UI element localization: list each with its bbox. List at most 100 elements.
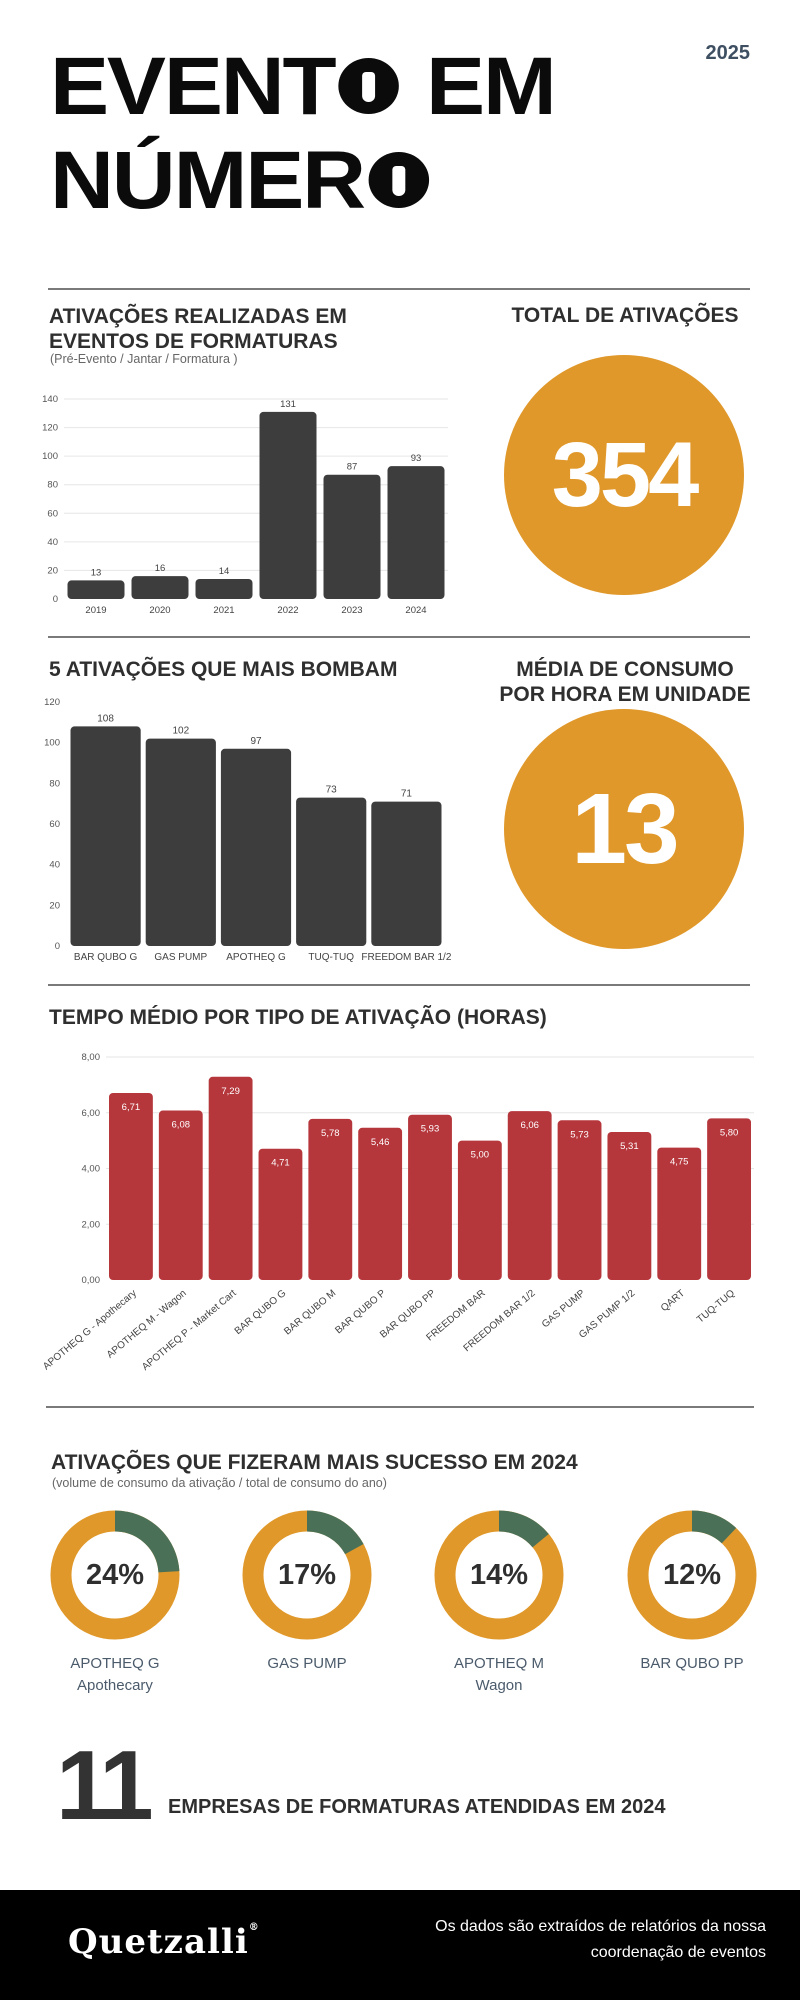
donut-slice-share	[434, 1510, 564, 1640]
consumption-circle: 13	[504, 709, 744, 949]
bar	[70, 726, 141, 946]
donut-label: APOTHEQ M Wagon	[419, 1653, 579, 1697]
donut-label-line-1: APOTHEQ M	[453, 1655, 544, 1672]
x-tick-label: 2023	[341, 605, 362, 616]
y-tick-label: 20	[49, 900, 60, 911]
top5-activations-chart: 0 20 40 60 80 100 120 108 BAR QUBO G 102 GAS PUMP 9…	[44, 697, 452, 963]
bar-value-label: 108	[97, 713, 114, 724]
y-tick-label: 100	[42, 451, 58, 462]
bar-value-label: 13	[91, 567, 102, 578]
activations-subtitle: (Pré-Evento / Jantar / Formatura )	[50, 352, 238, 366]
bar-value-label: 93	[411, 453, 422, 464]
x-tick-label: 2019	[85, 605, 106, 616]
x-tick-label: BAR QUBO P	[333, 1288, 388, 1337]
bar	[220, 748, 292, 946]
divider	[48, 636, 750, 638]
bar	[408, 1114, 452, 1280]
total-activations-title: TOTAL DE ATIVAÇÕES	[511, 304, 739, 327]
total-activations-value: 354	[551, 423, 699, 526]
success-donut: 14%	[434, 1510, 564, 1640]
y-tick-label: 4,00	[82, 1164, 101, 1175]
total-activations-circle: 354	[504, 355, 744, 595]
bar	[131, 576, 189, 599]
bar	[109, 1092, 153, 1280]
donut-label-line-1: GAS PUMP	[267, 1655, 347, 1672]
y-tick-label: 0	[53, 594, 58, 605]
bar	[358, 1127, 403, 1280]
x-tick-label: BAR QUBO M	[282, 1288, 338, 1338]
success-donut: 17%	[242, 1510, 372, 1640]
x-tick-label: 2020	[149, 605, 170, 616]
footer: Quetzalli® Os dados são extraídos de rel…	[0, 1890, 800, 2000]
divider	[48, 984, 750, 986]
bar	[145, 738, 216, 946]
success-subtitle: (volume de consumo da ativação / total d…	[52, 1476, 387, 1490]
donut-percentage: 24%	[85, 1558, 145, 1591]
brand-logo: Quetzalli®	[68, 1922, 260, 1962]
divider	[46, 1406, 754, 1408]
time-per-activation-chart: 0,00 2,00 4,00 6,00 8,00 6,71 APOTHEQ G - Apot…	[41, 1052, 754, 1373]
consumption-title-line-2: POR HORA EM UNIDADE	[499, 683, 751, 707]
bar	[208, 1076, 253, 1280]
companies-count: 11	[56, 1730, 154, 1840]
bar	[557, 1120, 602, 1280]
y-tick-label: 20	[47, 565, 58, 576]
activations-title: ATIVAÇÕES REALIZADAS EM EVENTOS DE FORMA…	[49, 304, 347, 354]
footer-note-line-1: Os dados são extraídos de relatórios da …	[435, 1918, 766, 1935]
bar-value-label: 5,00	[471, 1150, 490, 1161]
companies-label: EMPRESAS DE FORMATURAS ATENDIDAS EM 2024	[168, 1796, 666, 1818]
donut-label-line-2: Wagon	[475, 1676, 523, 1694]
bar	[67, 580, 125, 599]
bar-value-label: 5,46	[371, 1137, 390, 1148]
bar	[158, 1110, 203, 1280]
success-donut: 12%	[627, 1510, 757, 1640]
bar-value-label: 5,78	[321, 1128, 340, 1139]
bar	[296, 797, 367, 946]
bar	[507, 1111, 552, 1280]
success-donut: 24%	[50, 1510, 180, 1640]
donut-label: GAS PUMP	[227, 1653, 387, 1675]
donut-label-line-1: APOTHEQ G	[70, 1655, 160, 1672]
y-tick-label: 80	[49, 778, 60, 789]
donut-chart	[434, 1510, 564, 1640]
footer-note-line-2: coordenação de eventos	[590, 1944, 766, 1962]
page-title-line-2: NÚMER	[50, 140, 433, 222]
page-title-part-event: EVENT	[50, 41, 337, 132]
bar-value-label: 102	[172, 726, 189, 737]
bar	[607, 1131, 652, 1280]
footer-note: Os dados são extraídos de relatórios da …	[346, 1914, 766, 1967]
consumption-title: MÉDIA DE CONSUMO POR HORA EM UNIDADE	[490, 657, 760, 707]
donut-label: BAR QUBO PP	[612, 1653, 772, 1675]
bar-value-label: 6,71	[122, 1102, 141, 1113]
bar	[657, 1147, 702, 1280]
bar-value-label: 4,75	[670, 1157, 689, 1168]
y-tick-label: 0	[55, 941, 60, 952]
x-tick-label: APOTHEQ P - Market Cart	[140, 1288, 239, 1373]
bar-value-label: 7,29	[221, 1086, 240, 1097]
x-tick-label: TUQ-TUQ	[695, 1288, 737, 1326]
activations-title-line-1: ATIVAÇÕES REALIZADAS EM	[49, 305, 347, 328]
x-tick-label: 2024	[405, 605, 426, 616]
x-tick-label: FREEDOM BAR 1/2	[361, 952, 451, 963]
y-tick-label: 120	[44, 697, 60, 708]
bar-value-label: 5,73	[570, 1129, 589, 1140]
donut-slice-share	[242, 1510, 372, 1640]
y-tick-label: 40	[47, 537, 58, 548]
divider	[48, 288, 750, 290]
donut-slice-share	[50, 1510, 180, 1640]
title-o-glyph-icon	[338, 58, 400, 114]
y-tick-label: 0,00	[82, 1275, 101, 1286]
top5-title: 5 ATIVAÇÕES QUE MAIS BOMBAM	[49, 658, 398, 681]
x-tick-label: BAR QUBO G	[74, 952, 138, 963]
bar	[457, 1140, 502, 1280]
bar	[387, 466, 445, 599]
title-o-glyph-icon	[368, 152, 429, 208]
bar-value-label: 6,06	[520, 1120, 539, 1131]
donut-chart	[50, 1510, 180, 1640]
bar-value-label: 71	[401, 789, 413, 800]
y-tick-label: 40	[49, 860, 60, 871]
bar	[707, 1118, 751, 1280]
bar-value-label: 14	[219, 566, 230, 577]
x-tick-label: 2021	[213, 605, 234, 616]
consumption-value: 13	[571, 772, 679, 885]
